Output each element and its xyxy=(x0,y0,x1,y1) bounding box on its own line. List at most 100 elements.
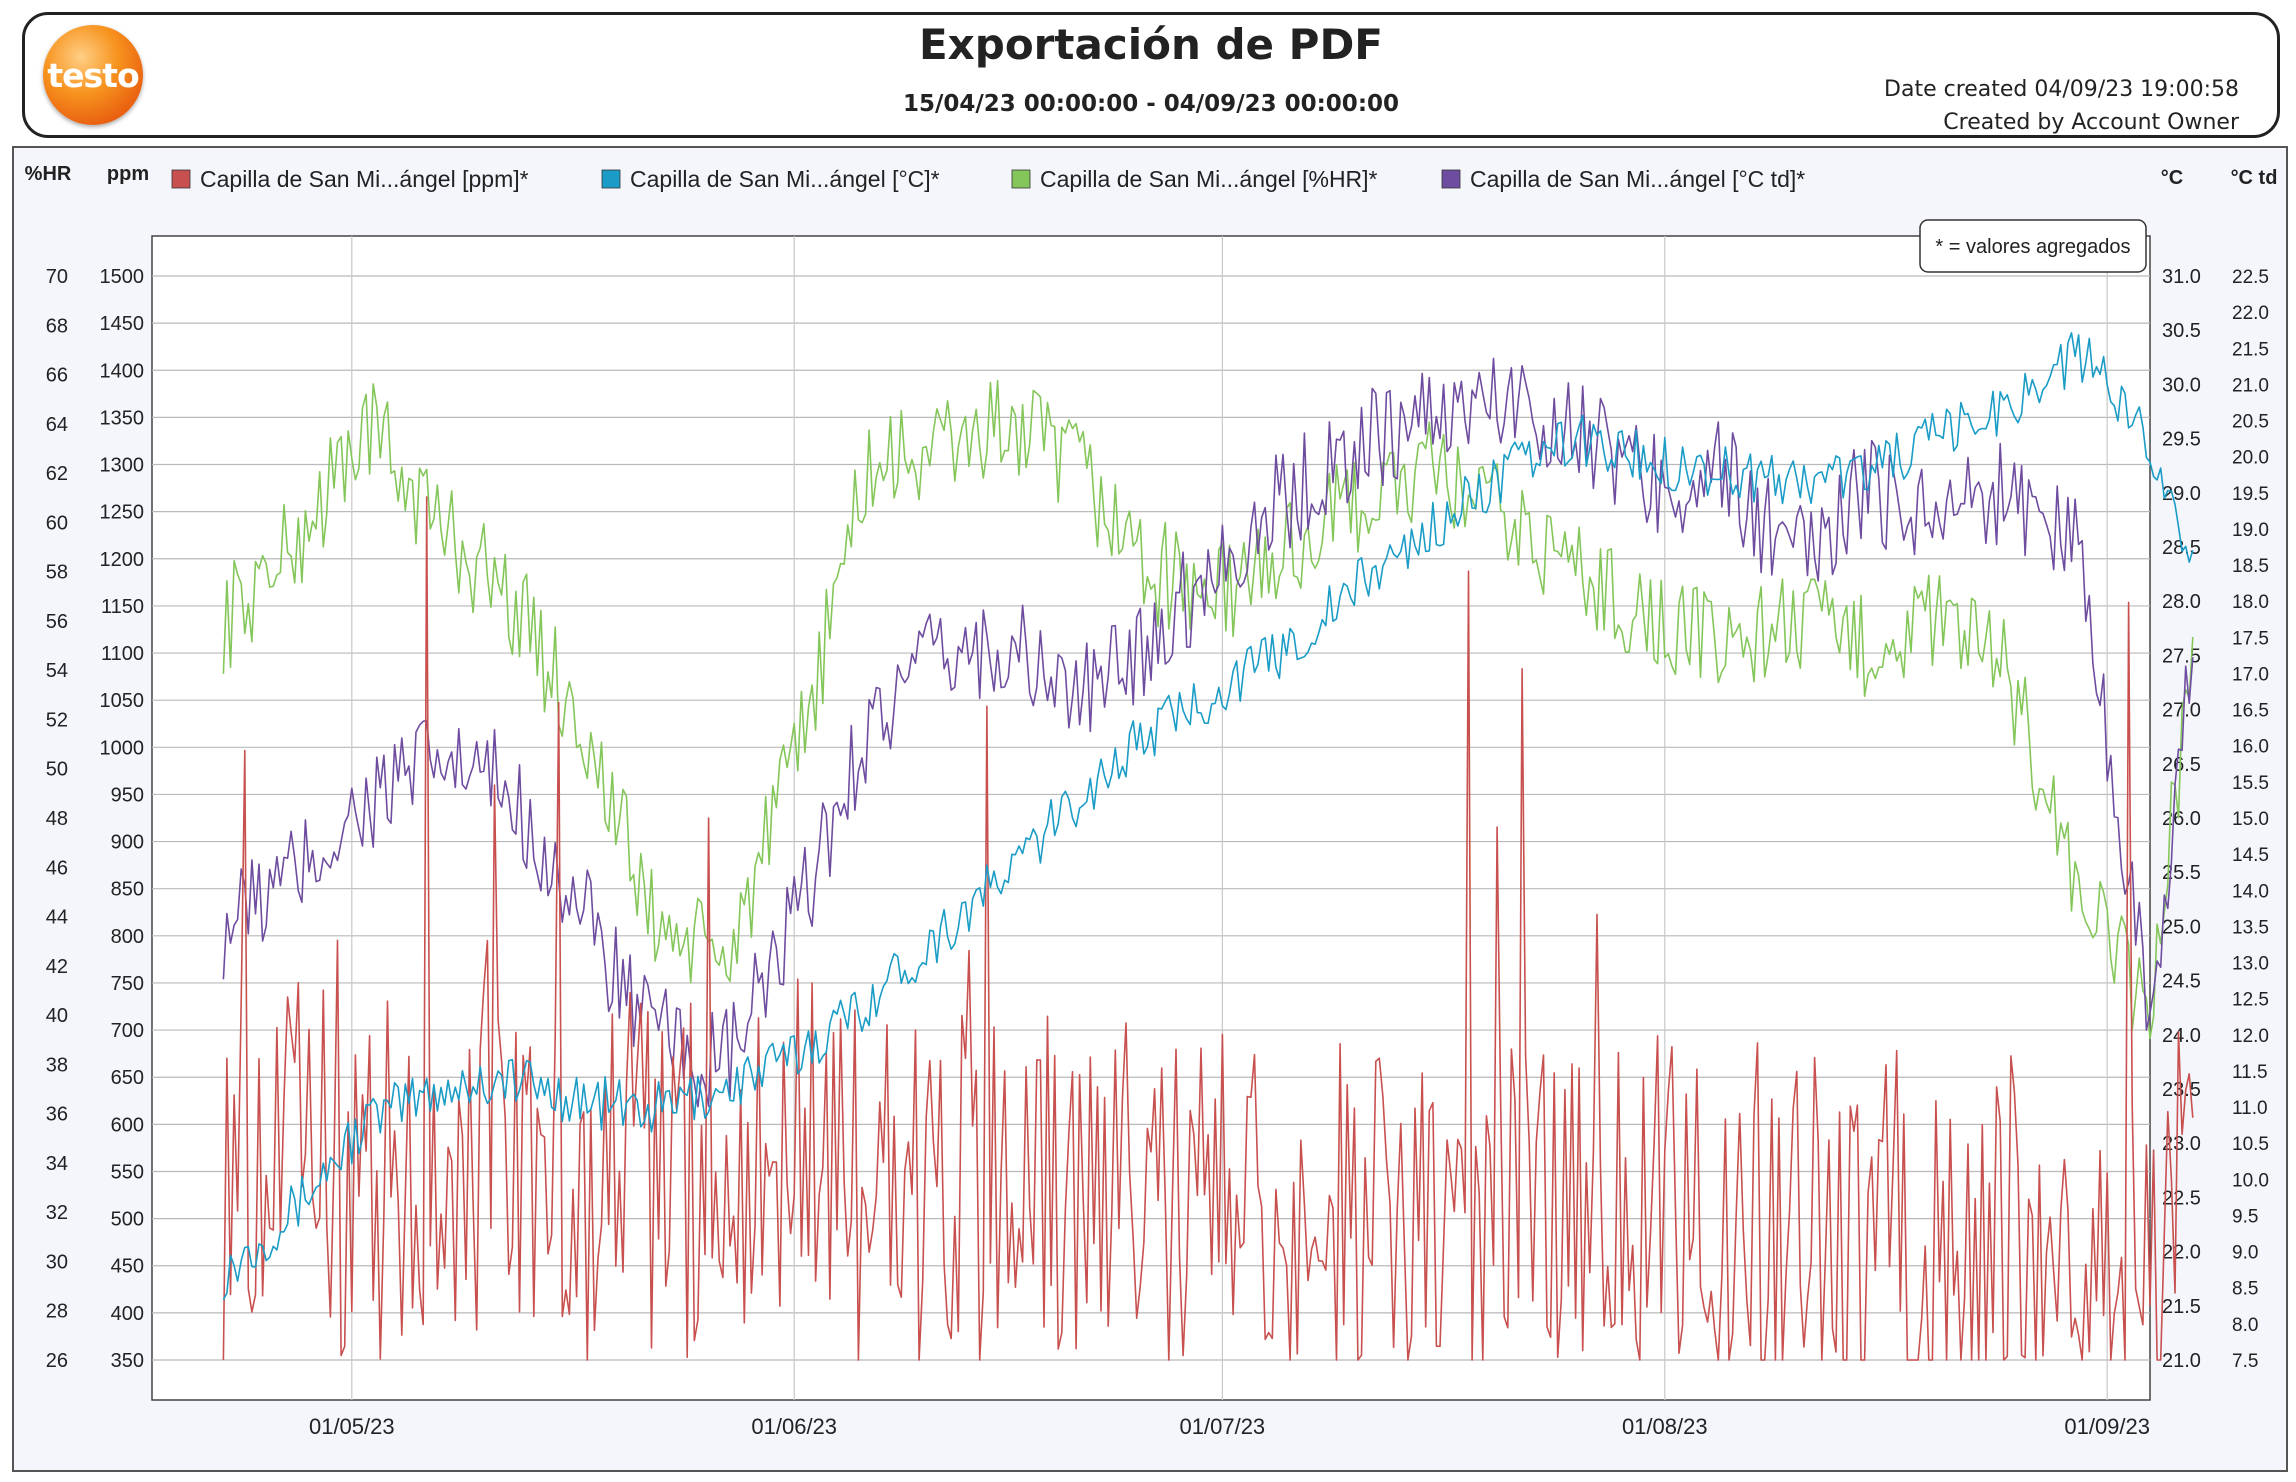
series-line-temp xyxy=(222,332,2194,1301)
legend-label: Capilla de San Mi...ángel [°C]* xyxy=(630,166,940,192)
x-tick-label: 01/05/23 xyxy=(309,1414,395,1439)
date-created: Date created 04/09/23 19:00:58 xyxy=(1884,77,2239,102)
ppm-axis-tick-label: 550 xyxy=(111,1161,144,1183)
ppm-axis-tick-label: 1150 xyxy=(101,596,144,618)
td-axis-tick-label: 7.5 xyxy=(2232,1351,2258,1372)
td-axis-tick-label: 15.0 xyxy=(2232,809,2269,830)
hr-axis-tick-label: 48 xyxy=(46,808,68,830)
td-axis-tick-label: 10.0 xyxy=(2232,1170,2269,1191)
hr-axis-tick-label: 36 xyxy=(46,1104,68,1126)
td-axis-tick-label: 16.0 xyxy=(2232,737,2269,758)
hr-axis-tick-label: 64 xyxy=(46,414,68,436)
td-axis-tick-label: 11.5 xyxy=(2232,1062,2268,1083)
td-axis-tick-label: 19.0 xyxy=(2232,520,2269,541)
legend-label: Capilla de San Mi...ángel [ppm]* xyxy=(200,166,529,192)
hr-axis-tick-label: 56 xyxy=(46,611,68,633)
hr-axis-tick-label: 54 xyxy=(46,660,68,682)
series-line-hr xyxy=(222,379,2194,1040)
ppm-axis-label: ppm xyxy=(107,163,149,185)
td-axis-tick-label: 20.0 xyxy=(2232,448,2269,469)
temp-axis-tick-label: 23.0 xyxy=(2162,1133,2201,1155)
temp-axis-tick-label: 29.5 xyxy=(2162,429,2201,451)
hr-axis-tick-label: 32 xyxy=(46,1202,68,1224)
hr-axis-tick-label: 38 xyxy=(46,1054,68,1076)
ppm-axis-tick-label: 600 xyxy=(111,1114,144,1136)
temp-axis-tick-label: 24.5 xyxy=(2162,971,2201,993)
hr-axis-tick-label: 28 xyxy=(46,1301,68,1323)
temp-axis-tick-label: 22.0 xyxy=(2162,1242,2201,1264)
ppm-axis-tick-label: 650 xyxy=(111,1067,144,1089)
ppm-axis-tick-label: 1200 xyxy=(100,549,145,571)
legend-swatch xyxy=(1441,169,1461,189)
ppm-axis-tick-label: 850 xyxy=(111,879,144,901)
td-axis-tick-label: 13.5 xyxy=(2232,917,2269,938)
td-axis-tick-label: 22.5 xyxy=(2232,267,2269,288)
logo-text: testo xyxy=(47,56,139,95)
ppm-axis-tick-label: 1000 xyxy=(100,737,145,759)
td-axis-tick-label: 21.5 xyxy=(2232,339,2269,360)
plot-area xyxy=(151,235,2151,1401)
hr-axis-tick-label: 62 xyxy=(46,463,68,485)
td-axis-tick-label: 14.0 xyxy=(2232,881,2269,902)
aggregated-note: * = valores agregados xyxy=(1935,236,2130,258)
temp-axis-tick-label: 21.5 xyxy=(2162,1296,2201,1318)
created-by: Created by Account Owner xyxy=(1943,110,2239,135)
temp-axis-tick-label: 31.0 xyxy=(2162,266,2201,288)
ppm-axis-tick-label: 1100 xyxy=(101,643,144,665)
ppm-axis-tick-label: 1500 xyxy=(100,266,145,288)
page-title: Exportación de PDF xyxy=(918,20,1383,69)
hr-axis-label: %HR xyxy=(25,163,72,185)
td-axis-tick-label: 15.5 xyxy=(2232,773,2269,794)
hr-axis-tick-label: 34 xyxy=(46,1153,68,1175)
chart-frame: 01/05/23 01/06/23 01/07/23 01/08/23 01/09/23… xyxy=(12,146,2288,1472)
hr-axis-tick-label: 70 xyxy=(46,266,68,288)
td-axis-tick-label: 8.0 xyxy=(2232,1315,2258,1336)
hr-axis-tick-label: 30 xyxy=(46,1251,68,1273)
hr-axis-tick-label: 42 xyxy=(46,956,68,978)
td-axis-label: °C td xyxy=(2231,167,2278,189)
temp-axis-tick-label: 29.0 xyxy=(2162,483,2201,505)
ppm-axis-tick-label: 1400 xyxy=(100,360,145,382)
td-axis-tick-label: 13.0 xyxy=(2232,954,2269,975)
legend-swatch xyxy=(601,169,621,189)
ppm-axis-tick-label: 800 xyxy=(111,926,144,948)
hr-axis-tick-label: 58 xyxy=(46,562,68,584)
series-line-ppm xyxy=(222,496,2194,1361)
temp-axis-tick-label: 27.5 xyxy=(2162,645,2201,667)
hr-axis-tick-label: 50 xyxy=(46,759,68,781)
td-axis-tick-label: 18.0 xyxy=(2232,592,2269,613)
temp-axis-tick-label: 30.5 xyxy=(2162,320,2201,342)
td-axis-tick-label: 9.0 xyxy=(2232,1243,2258,1264)
temp-axis-tick-label: 26.5 xyxy=(2162,754,2201,776)
x-tick-label: 01/09/23 xyxy=(2064,1414,2150,1439)
td-axis-tick-label: 10.5 xyxy=(2232,1134,2269,1155)
ppm-axis-tick-label: 450 xyxy=(111,1256,144,1278)
ppm-axis-tick-label: 1250 xyxy=(100,502,145,524)
hr-axis-tick-label: 40 xyxy=(46,1005,68,1027)
hr-axis-tick-label: 44 xyxy=(46,907,68,929)
temp-axis-tick-label: 30.0 xyxy=(2162,374,2201,396)
td-axis-tick-label: 17.0 xyxy=(2232,664,2269,685)
legend-label: Capilla de San Mi...ángel [°C td]* xyxy=(1470,166,1805,192)
ppm-axis-tick-label: 950 xyxy=(111,784,144,806)
testo-logo: testo xyxy=(43,25,143,125)
td-axis-tick-label: 8.5 xyxy=(2232,1279,2258,1300)
x-tick-label: 01/06/23 xyxy=(751,1414,837,1439)
hr-axis-tick-label: 60 xyxy=(46,512,68,534)
ppm-axis-tick-label: 750 xyxy=(111,973,144,995)
temp-axis-label: °C xyxy=(2161,167,2183,189)
temp-axis-tick-label: 26.0 xyxy=(2162,808,2201,830)
date-range: 15/04/23 00:00:00 - 04/09/23 00:00:00 xyxy=(902,91,1400,117)
ppm-axis-tick-label: 400 xyxy=(111,1303,144,1325)
report-meta: Date created 04/09/23 19:00:58 Created b… xyxy=(1884,73,2239,139)
temp-axis-tick-label: 24.0 xyxy=(2162,1025,2201,1047)
aggregated-note-box xyxy=(1919,219,2147,273)
td-axis-tick-label: 11.0 xyxy=(2232,1098,2268,1119)
line-chart: 01/05/23 01/06/23 01/07/23 01/08/23 01/09/23… xyxy=(25,163,2278,1439)
temp-axis-tick-label: 25.0 xyxy=(2162,916,2201,938)
td-axis-tick-label: 18.5 xyxy=(2232,556,2269,577)
legend-swatch xyxy=(1011,169,1031,189)
td-axis-tick-label: 14.5 xyxy=(2232,845,2269,866)
td-axis-tick-label: 17.5 xyxy=(2232,628,2269,649)
td-axis-tick-label: 16.5 xyxy=(2232,701,2269,722)
